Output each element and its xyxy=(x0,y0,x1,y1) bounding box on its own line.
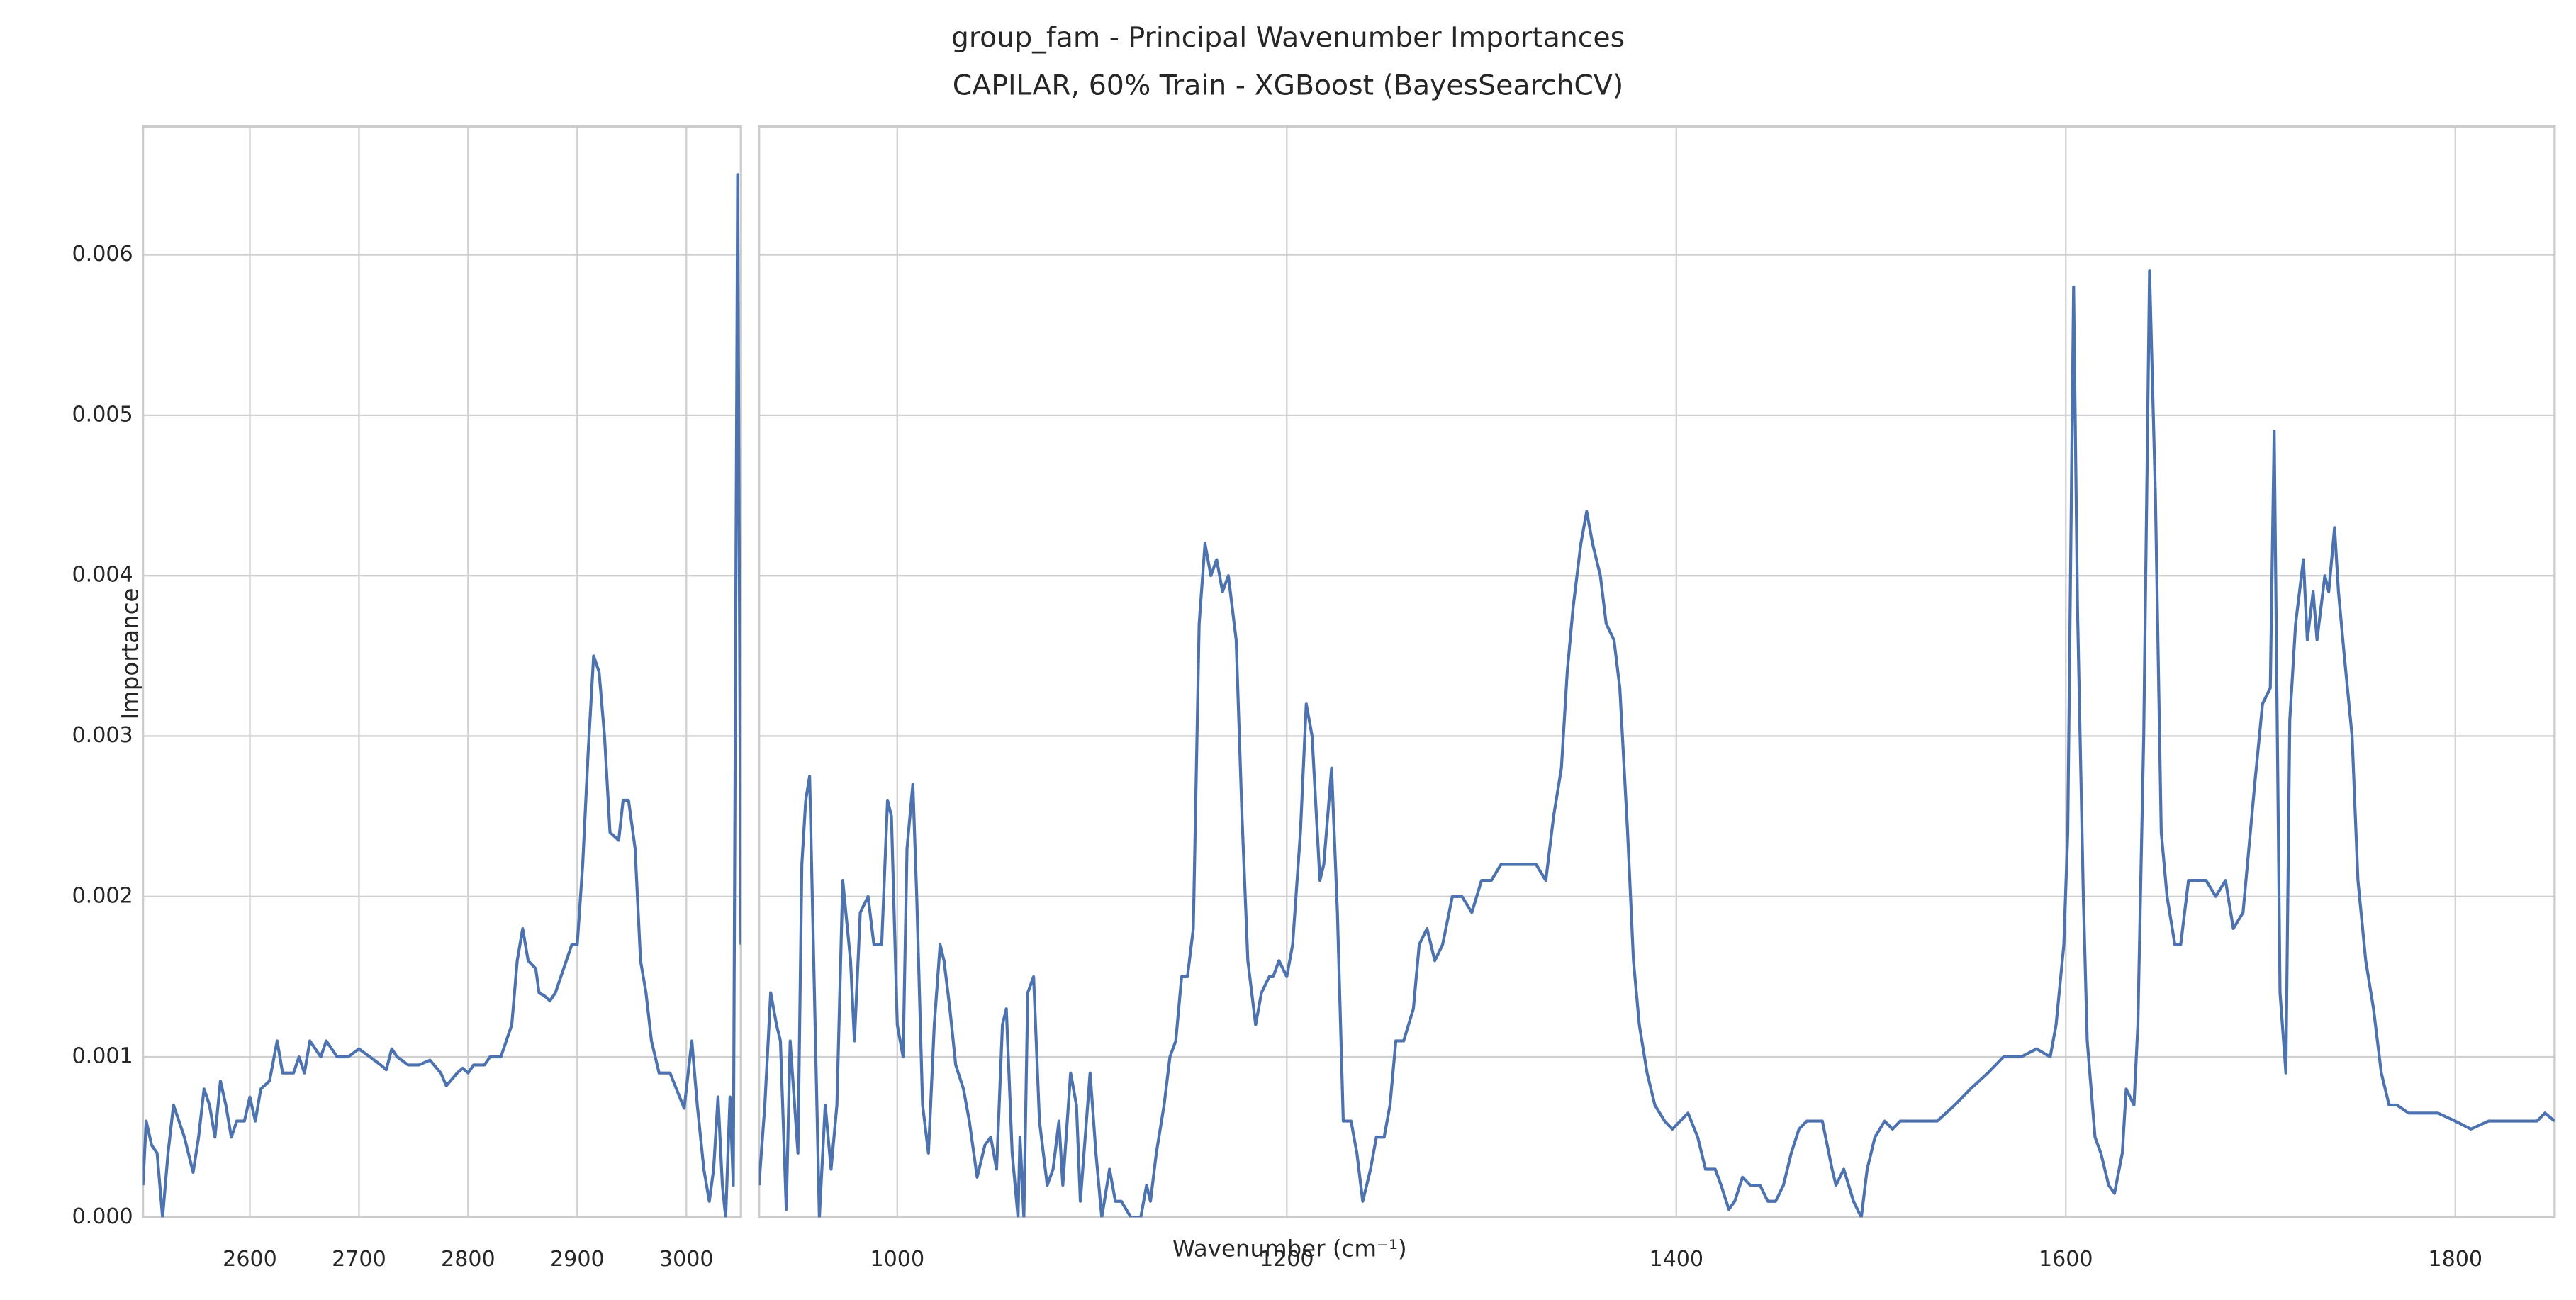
y-tick-label: 0.004 xyxy=(72,563,133,588)
y-tick-label: 0.000 xyxy=(72,1204,133,1229)
y-tick-label: 0.006 xyxy=(72,242,133,267)
axes-frame xyxy=(142,125,742,1219)
x-tick-label: 2700 xyxy=(332,1247,386,1272)
y-tick-label: 0.001 xyxy=(72,1044,133,1069)
chart-title: group_fam - Principal Wavenumber Importa… xyxy=(951,21,1625,54)
x-tick-label: 1000 xyxy=(870,1247,924,1272)
x-tick-label: 1200 xyxy=(1260,1247,1314,1272)
y-tick-label: 0.003 xyxy=(72,723,133,748)
x-axis-label: Wavenumber (cm⁻¹) xyxy=(1172,1235,1407,1262)
x-tick-label: 2900 xyxy=(550,1247,605,1272)
x-tick-label: 2800 xyxy=(441,1247,495,1272)
x-tick-label: 2600 xyxy=(223,1247,277,1272)
x-tick-label: 1800 xyxy=(2428,1247,2482,1272)
data-line xyxy=(142,173,741,1218)
y-axis-label: Importance xyxy=(116,588,143,720)
y-tick-label: 0.005 xyxy=(72,402,133,427)
x-tick-label: 3000 xyxy=(659,1247,714,1272)
axes-frame xyxy=(758,125,2556,1219)
data-line xyxy=(758,269,2555,1218)
y-tick-label: 0.002 xyxy=(72,883,133,908)
x-tick-label: 1600 xyxy=(2039,1247,2093,1272)
x-tick-label: 1400 xyxy=(1649,1247,1703,1272)
chart-subtitle: CAPILAR, 60% Train - XGBoost (BayesSearc… xyxy=(953,69,1623,101)
